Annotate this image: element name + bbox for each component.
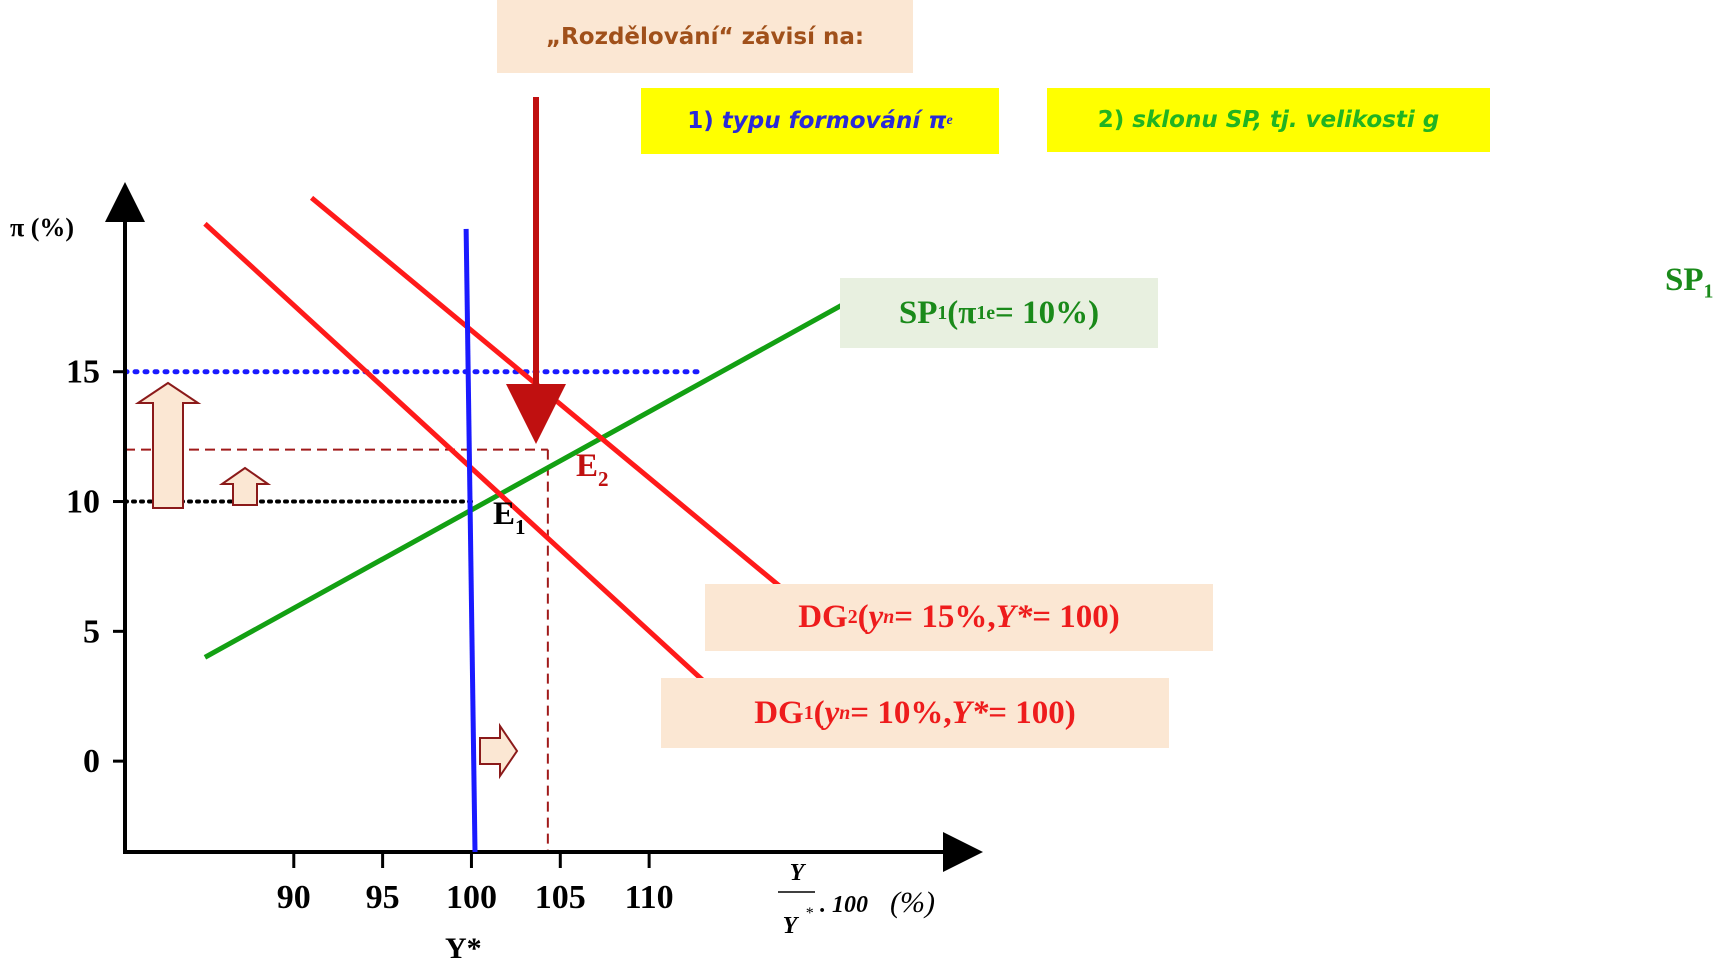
right-arrow-small	[479, 722, 519, 780]
point-label-e2: E2	[576, 448, 609, 491]
y-axis-label: π (%)	[10, 213, 74, 242]
point-label-e1: E1	[493, 496, 526, 539]
x-tick-label-95: 95	[366, 879, 400, 916]
x-tick-label-105: 105	[535, 879, 586, 916]
y-star-label: Y*	[445, 932, 482, 965]
y-tick-label-0: 0	[83, 743, 100, 780]
x-tick-label-100: 100	[446, 879, 497, 916]
header-title: „Rozdělování“ závisí na:	[497, 0, 913, 73]
guide-lines	[122, 369, 705, 852]
y-tick-label-15: 15	[66, 354, 100, 391]
up-arrow-small	[218, 466, 272, 506]
svg-text:Y: Y	[790, 860, 807, 886]
y-tick-label-5: 5	[83, 613, 100, 650]
svg-text:. 100: . 100	[820, 892, 868, 918]
sp1-label: SP 1 (π 1 e = 10%)	[840, 278, 1158, 348]
y-tick-label-10: 10	[66, 484, 100, 521]
dg1-label: DG 1 (y n = 10%, Y* = 100)	[661, 678, 1169, 748]
series-dg1-line	[203, 221, 722, 699]
sp1-edge-label: SP1	[1665, 262, 1714, 303]
x-axis-label: Y Y * . 100 (%)	[778, 860, 935, 939]
svg-text:Y: Y	[783, 913, 800, 939]
series-vertical-line	[463, 228, 478, 853]
x-tick-label-110: 110	[625, 879, 674, 916]
svg-text:Y*: Y*	[445, 932, 482, 965]
dg2-label: DG 2 (y n = 15%, Y* = 100)	[705, 584, 1213, 651]
svg-text:(%): (%)	[890, 886, 935, 919]
point-2-box: 2) sklonu SP, tj. velikosti g	[1047, 88, 1490, 152]
axis-ticks: 90 95 100 105 110 0 5 10 15	[66, 354, 674, 916]
up-arrow-large	[134, 381, 202, 509]
series-sp1-line	[203, 291, 864, 660]
x-tick-label-90: 90	[277, 879, 311, 916]
svg-text:*: *	[805, 905, 813, 922]
